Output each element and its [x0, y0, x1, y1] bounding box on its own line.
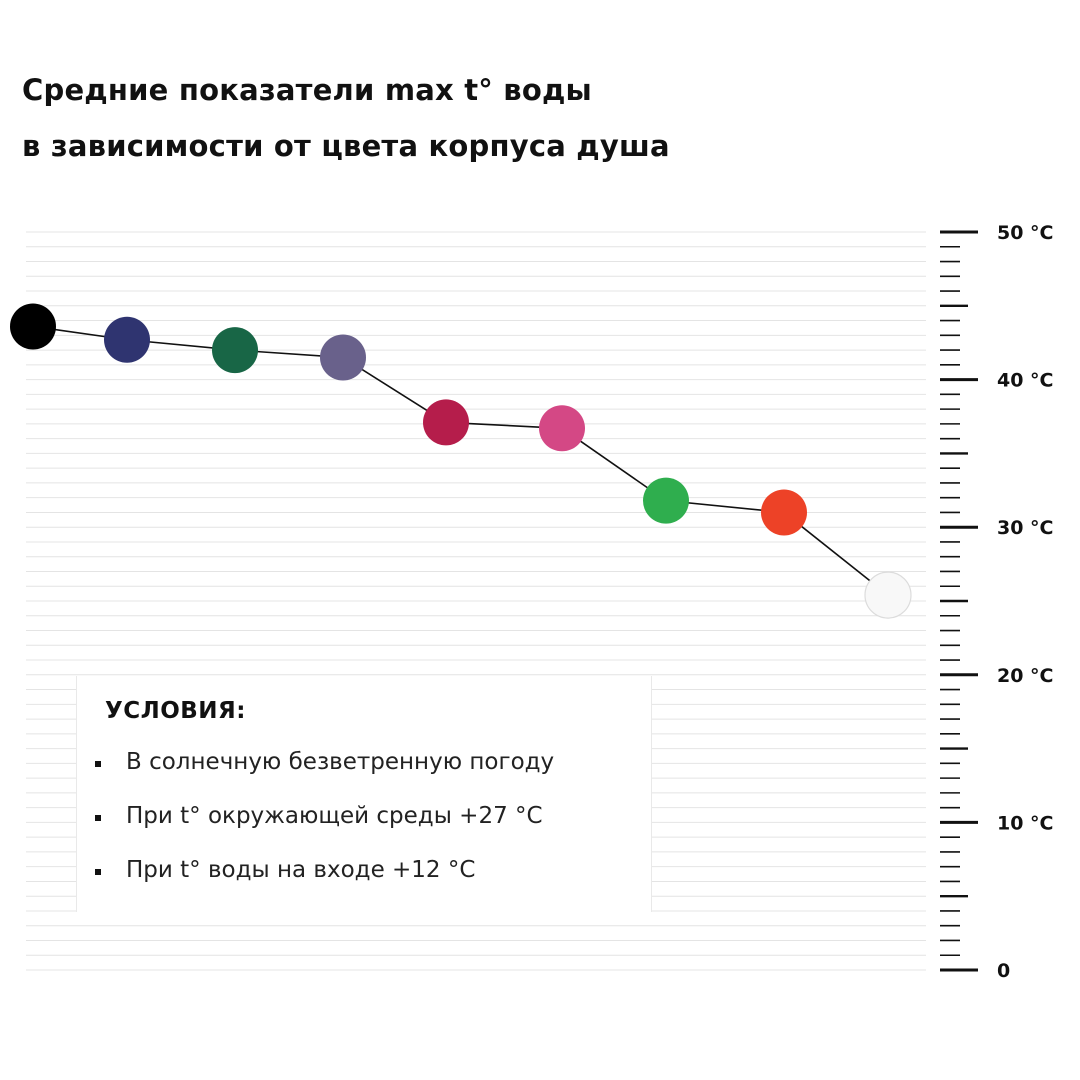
chart-title-line-1: Средние показатели max t° воды: [22, 73, 592, 107]
data-point: [212, 327, 258, 374]
condition-item: При t° окружающей среды +27 °С: [95, 802, 554, 856]
chart-title: Средние показатели max t° воды в зависим…: [22, 62, 922, 174]
temperature-scale: 0 10 °С 20 °С 30 °С 40 °С 50 °С: [940, 222, 1054, 982]
chart-title-line-2: в зависимости от цвета корпуса душа: [22, 129, 670, 163]
condition-text: В солнечную безветренную погоду: [126, 749, 555, 775]
conditions-list: В солнечную безветренную погоду При t° о…: [95, 748, 554, 910]
data-point: [539, 405, 585, 452]
scale-tick-label: 10 °С: [997, 812, 1054, 834]
scale-tick-label: 0: [997, 960, 1010, 982]
data-point: [104, 316, 150, 363]
condition-text: При t° окружающей среды +27 °С: [126, 803, 543, 829]
bullet-icon: [95, 815, 101, 821]
scale-tick-label: 30 °С: [997, 517, 1054, 539]
bullet-icon: [95, 869, 101, 875]
data-point: [423, 399, 469, 446]
condition-text: При t° воды на входе +12 °С: [126, 857, 476, 883]
scale-tick-label: 20 °С: [997, 665, 1054, 687]
scale-tick-label: 40 °С: [997, 370, 1054, 392]
conditions-heading: УСЛОВИЯ:: [105, 698, 246, 724]
data-point: [761, 489, 807, 536]
series-line: [32, 325, 889, 596]
scale-tick-label: 50 °С: [997, 222, 1054, 244]
data-point: [320, 334, 366, 381]
series-points: [10, 303, 912, 619]
bullet-icon: [95, 761, 101, 767]
conditions-panel: УСЛОВИЯ: В солнечную безветренную погоду…: [76, 676, 652, 912]
data-point: [10, 303, 56, 350]
series-line-path: [32, 325, 889, 596]
data-point: [864, 571, 912, 619]
condition-item: При t° воды на входе +12 °С: [95, 856, 554, 910]
condition-item: В солнечную безветренную погоду: [95, 748, 554, 802]
data-point: [643, 477, 689, 524]
